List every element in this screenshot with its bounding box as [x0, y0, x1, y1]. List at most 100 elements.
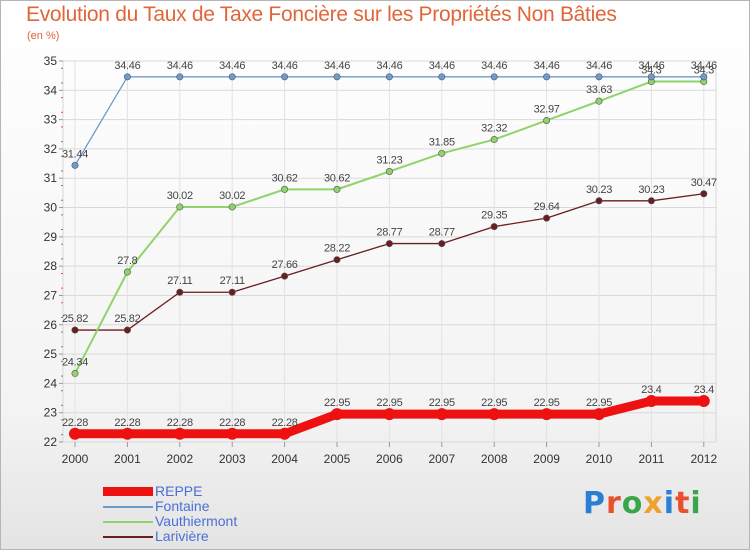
x-tick-label: 2012 — [690, 452, 717, 466]
data-label: 30.23 — [586, 184, 612, 196]
data-label: 34.46 — [691, 60, 717, 72]
legend-swatch-lariviere — [103, 536, 153, 538]
x-tick-label: 2008 — [481, 452, 508, 466]
data-label: 28.22 — [324, 243, 350, 255]
data-label: 23.4 — [694, 384, 714, 396]
legend-swatch-reppe — [103, 487, 153, 496]
data-point — [71, 326, 79, 334]
data-point — [383, 408, 396, 421]
data-point — [543, 73, 551, 81]
data-point — [647, 197, 655, 205]
data-point — [281, 272, 289, 280]
data-point — [228, 288, 236, 296]
data-label: 32.32 — [481, 123, 507, 135]
data-point — [333, 73, 341, 81]
data-label: 34.3 — [694, 65, 714, 77]
data-label: 34.46 — [272, 60, 298, 72]
data-point — [645, 394, 658, 407]
data-label: 22.95 — [324, 397, 350, 409]
y-tick-label: 23 — [44, 406, 58, 420]
y-tick-label: 32 — [44, 142, 58, 156]
data-label: 29.35 — [481, 210, 507, 222]
data-label: 27.11 — [220, 275, 245, 287]
data-label: 34.46 — [376, 60, 402, 72]
data-label: 31.85 — [429, 136, 455, 148]
legend-item-lariviere: Larivière — [103, 528, 303, 544]
data-point — [385, 167, 393, 175]
data-label: 30.02 — [167, 190, 193, 202]
data-point — [488, 408, 501, 421]
y-tick-label: 22 — [44, 435, 58, 449]
data-label: 31.23 — [376, 154, 402, 166]
data-label: 30.02 — [219, 190, 245, 202]
data-label: 27.8 — [117, 255, 137, 267]
x-tick-label: 2005 — [324, 452, 351, 466]
data-point — [700, 190, 708, 198]
x-tick-label: 2010 — [586, 452, 613, 466]
data-label: 22.95 — [586, 397, 612, 409]
legend-item-vauthiermont: Vauthiermont — [103, 513, 303, 529]
data-label: 34.46 — [114, 60, 140, 72]
data-label: 22.28 — [62, 417, 88, 429]
legend-item-reppe: REPPE — [103, 483, 303, 499]
data-point — [697, 394, 710, 407]
y-tick-label: 35 — [44, 54, 58, 68]
data-label: 30.23 — [638, 184, 664, 196]
data-point — [700, 73, 708, 81]
data-label: 34.46 — [429, 60, 455, 72]
data-label: 22.28 — [272, 417, 298, 429]
data-label: 34.46 — [534, 60, 560, 72]
data-point — [595, 73, 603, 81]
x-tick-label: 2009 — [533, 452, 560, 466]
data-label: 27.66 — [272, 259, 298, 271]
data-point — [123, 73, 131, 81]
x-tick-label: 2003 — [219, 452, 246, 466]
data-label: 34.46 — [219, 60, 245, 72]
data-point — [71, 369, 79, 377]
data-label: 33.63 — [586, 84, 612, 96]
data-point — [123, 326, 131, 334]
data-label: 34.3 — [641, 65, 661, 77]
data-label: 23.4 — [641, 384, 661, 396]
data-label: 22.95 — [376, 397, 402, 409]
legend-item-fontaine: Fontaine — [103, 498, 303, 514]
data-point — [595, 197, 603, 205]
proxiti-logo: Proxiti — [583, 486, 702, 521]
data-point — [543, 116, 551, 124]
y-tick-label: 29 — [44, 230, 58, 244]
data-point — [281, 73, 289, 81]
legend-label-vauthiermont: Vauthiermont — [155, 513, 238, 529]
data-label: 22.28 — [114, 417, 140, 429]
data-label: 31.44 — [62, 148, 88, 160]
chart-title: Evolution du Taux de Taxe Foncière sur l… — [26, 3, 617, 26]
x-tick-label: 2004 — [271, 452, 298, 466]
y-tick-label: 30 — [44, 201, 58, 215]
y-tick-label: 31 — [44, 171, 58, 185]
y-tick-label: 34 — [44, 83, 58, 97]
legend-swatch-vauthiermont — [103, 521, 153, 523]
legend-label-fontaine: Fontaine — [155, 498, 210, 514]
data-point — [540, 408, 553, 421]
data-point — [438, 149, 446, 157]
legend-label-reppe: REPPE — [155, 483, 203, 499]
data-point — [438, 73, 446, 81]
y-tick-label: 24 — [44, 376, 58, 390]
data-label: 28.77 — [376, 227, 402, 239]
data-point — [490, 223, 498, 231]
data-label: 34.46 — [481, 60, 507, 72]
data-point — [435, 408, 448, 421]
legend: REPPE Fontaine Vauthiermont Larivière — [103, 483, 303, 544]
data-label: 22.28 — [167, 417, 193, 429]
data-label: 25.82 — [114, 313, 140, 325]
data-label: 27.11 — [167, 275, 192, 287]
x-tick-label: 2006 — [376, 452, 403, 466]
data-point — [647, 73, 655, 81]
data-label: 34.46 — [586, 60, 612, 72]
data-label: 34.46 — [167, 60, 193, 72]
data-point — [121, 427, 134, 440]
y-tick-label: 33 — [44, 113, 58, 127]
data-point — [385, 73, 393, 81]
data-point — [595, 97, 603, 105]
legend-label-lariviere: Larivière — [155, 528, 209, 544]
x-tick-label: 2002 — [166, 452, 193, 466]
